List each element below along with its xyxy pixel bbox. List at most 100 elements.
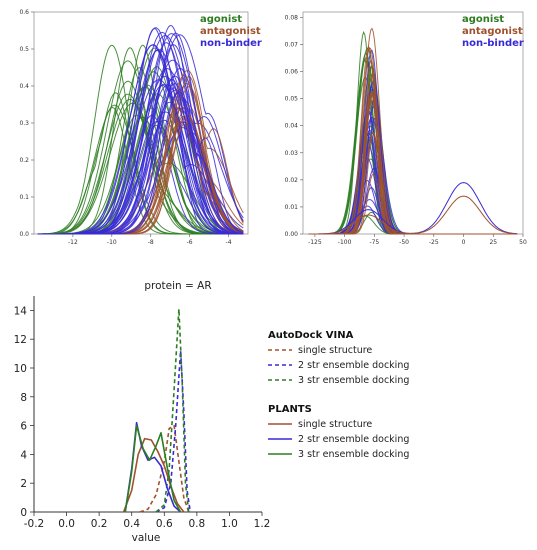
density-curve-non-binder (37, 32, 244, 235)
density-curve-agonist (37, 107, 244, 235)
x-tick-label: -12 (68, 239, 78, 246)
density-curve-antagonist (37, 107, 244, 235)
y-tick-label: 0.01 (285, 204, 299, 211)
density-curve-antagonist (308, 94, 518, 235)
density-curve-agonist (37, 84, 244, 235)
plot-frame (33, 11, 249, 235)
legend-antagonist: antagonist (462, 26, 523, 37)
legend-entry: 2 str ensemble docking (298, 360, 409, 371)
legend-antagonist: antagonist (200, 26, 261, 37)
density-curve-non-binder (37, 84, 244, 235)
density-curve-non-binder (37, 75, 244, 235)
x-tick-label: -50 (399, 239, 409, 246)
density-curve-antagonist (308, 131, 518, 235)
density-curve-antagonist (37, 106, 244, 235)
density-curve-antagonist (37, 115, 244, 235)
density-curve-antagonist (37, 85, 244, 235)
density-curve-non-binder (37, 34, 244, 235)
x-tick-label: -6 (187, 239, 193, 246)
legend-agonist: agonist (462, 14, 504, 25)
x-tick-label: -125 (308, 239, 322, 246)
density-curve-agonist (37, 92, 244, 235)
x-tick-label: 50 (519, 239, 527, 246)
density-curve-non-binder (308, 104, 518, 235)
legend-non-binder: non-binder (462, 38, 524, 49)
legend-non-binder: non-binder (200, 38, 262, 49)
density-curve-non-binder (37, 49, 244, 235)
plot-frame (302, 11, 524, 235)
y-tick-label: 0.1 (19, 194, 29, 201)
legend-entry: 3 str ensemble docking (298, 449, 409, 460)
x-tick-label: -25 (429, 239, 439, 246)
series-line-vina-single (139, 424, 190, 513)
y-tick-label: 0.3 (19, 120, 29, 127)
x-tick-label: -75 (369, 239, 379, 246)
density-curve-non-binder (308, 146, 518, 235)
density-curve-antagonist (37, 119, 244, 235)
density-curve-non-binder (37, 67, 244, 235)
density-curve-non-binder (308, 83, 518, 235)
series-line-vina-two (155, 349, 192, 513)
x-tick-label: 1.0 (221, 518, 238, 530)
legend-entry: 2 str ensemble docking (298, 434, 409, 445)
density-curve-non-binder (37, 59, 244, 235)
series-line-vina-three (155, 308, 190, 513)
density-curve-antagonist (37, 69, 244, 235)
density-curve-agonist (308, 158, 518, 235)
density-curve-non-binder (37, 91, 244, 235)
y-tick-label: 4 (20, 449, 27, 461)
x-tick-label: 0.4 (123, 518, 140, 530)
density-curve-agonist (37, 93, 244, 235)
y-tick-label: 14 (14, 305, 28, 317)
density-curve-non-binder (308, 167, 518, 235)
density-curve-non-binder (308, 109, 518, 235)
chart-title: protein = AR (144, 280, 211, 292)
density-curve-antagonist (308, 99, 518, 235)
density-curve-agonist (37, 44, 244, 235)
density-curve-antagonist (308, 73, 518, 235)
x-tick-label: 0.0 (58, 518, 75, 530)
bimodal-curve (308, 182, 518, 235)
series-line-plants-three (124, 424, 182, 513)
density-curve-non-binder (37, 44, 244, 235)
legend-agonist: agonist (200, 14, 242, 25)
density-curve-non-binder (37, 82, 244, 235)
density-curve-non-binder (37, 119, 244, 235)
density-curve-non-binder (37, 75, 244, 235)
density-curve-antagonist (308, 27, 518, 235)
density-curve-agonist (308, 131, 518, 235)
density-curve-non-binder (37, 92, 244, 235)
density-curve-non-binder (37, 111, 244, 235)
density-curve-agonist (37, 86, 244, 235)
density-curve-agonist (308, 66, 518, 235)
x-tick-label: -0.2 (24, 518, 45, 530)
density-curve-non-binder (37, 31, 244, 235)
density-curve-non-binder (308, 198, 518, 235)
density-curve-agonist (308, 101, 518, 235)
y-tick-label: 0.2 (19, 157, 29, 164)
density-curve-non-binder (308, 136, 518, 235)
density-curve-antagonist (308, 91, 518, 235)
density-curve-agonist (308, 59, 518, 235)
x-tick-label: 1.2 (254, 518, 271, 530)
y-tick-label: 0.03 (285, 150, 299, 157)
y-tick-label: 10 (14, 363, 27, 375)
y-tick-label: 0.4 (19, 83, 29, 90)
density-curve-agonist (37, 93, 244, 235)
density-curve-non-binder (37, 27, 244, 235)
density-curve-non-binder (37, 121, 244, 235)
density-curve-agonist (37, 106, 244, 235)
density-curve-agonist (37, 80, 244, 235)
x-tick-label: -8 (148, 239, 154, 246)
density-curve-agonist (37, 60, 244, 235)
density-curve-antagonist (308, 173, 518, 235)
y-tick-label: 12 (14, 334, 27, 346)
y-tick-label: 8 (20, 392, 27, 404)
legend-group-title: PLANTS (268, 404, 312, 415)
density-curve-non-binder (308, 97, 518, 235)
density-curve-non-binder (37, 101, 244, 235)
density-curve-antagonist (308, 45, 518, 235)
